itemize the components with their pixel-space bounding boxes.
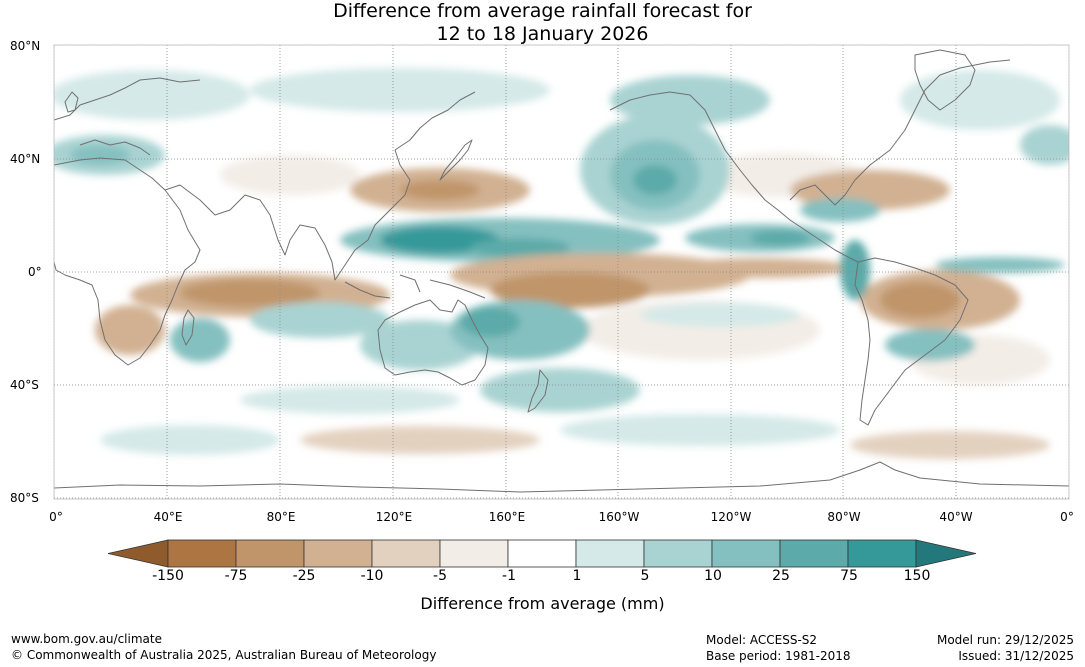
- madagascar-coast: [181, 309, 195, 346]
- north-america-coast: [689, 59, 1011, 263]
- colorbar-segment: [167, 539, 237, 568]
- lat-label-40n: 40°N: [10, 152, 41, 166]
- colorbar-tick-label: 1: [572, 568, 582, 584]
- colorbar-tick-label: 25: [772, 568, 790, 584]
- lat-label-equator: 0°: [28, 265, 42, 279]
- colorbar-segment: [371, 539, 441, 568]
- colorbar-tick-label: 10: [704, 568, 722, 584]
- colorbar-segment: [439, 539, 509, 568]
- colorbar-segment: [303, 539, 373, 568]
- colorbar-segment: [507, 539, 577, 568]
- anomaly-blobs: [54, 68, 1069, 459]
- colorbar-tick-label: -5: [433, 568, 447, 584]
- japan-coast: [439, 139, 473, 181]
- colorbar-tick-label: 150: [903, 568, 931, 584]
- new-zealand-coast: [527, 369, 549, 413]
- colorbar-segment: [711, 539, 781, 568]
- footer-model: Model: ACCESS-S2 Base period: 1981-2018: [706, 632, 851, 664]
- indonesia-coast: [344, 274, 486, 299]
- colorbar-tick-label: 5: [640, 568, 650, 584]
- model-name: Model: ACCESS-S2: [706, 633, 818, 647]
- greenland-coast: [914, 49, 976, 111]
- colorbar-segment: [643, 539, 713, 568]
- lat-label-80s: 80°S: [10, 491, 39, 505]
- uk-coast: [64, 91, 79, 113]
- map-title: Difference from average rainfall forecas…: [0, 0, 1085, 46]
- bom-url: www.bom.gov.au/climate: [11, 632, 162, 646]
- australia-coast: [377, 299, 489, 386]
- anomaly-field: [54, 45, 1069, 499]
- colorbar-segment: [235, 539, 305, 568]
- colorbar-tick-label: -1: [502, 568, 516, 584]
- africa-coast: [54, 157, 201, 366]
- east-asia-coast: [394, 91, 476, 151]
- south-asia-coast: [164, 149, 411, 281]
- lon-label-120w: 120°W: [710, 510, 752, 524]
- colorbar-tick-label: -10: [360, 568, 384, 584]
- colorbar-tick-label: -150: [152, 568, 184, 584]
- colorbar-extend-low: [107, 539, 169, 568]
- colorbar-tick-label: -25: [292, 568, 316, 584]
- lon-label-160w: 160°W: [598, 510, 640, 524]
- lon-label-40e: 40°E: [153, 510, 183, 524]
- colorbar-tick-label: -75: [224, 568, 248, 584]
- footer-dates: Model run: 29/12/2025 Issued: 31/12/2025: [937, 632, 1074, 664]
- lon-label-120e: 120°E: [375, 510, 413, 524]
- lon-label-160e: 160°E: [488, 510, 526, 524]
- colorbar-segment: [575, 539, 645, 568]
- colorbar-title: Difference from average (mm): [420, 594, 665, 613]
- lon-label-0: 0°: [49, 510, 63, 524]
- colorbar-segment: [779, 539, 849, 568]
- footer-left: www.bom.gov.au/climate © Commonwealth of…: [11, 631, 436, 663]
- antarctica-coast: [54, 461, 1069, 493]
- copyright: © Commonwealth of Australia 2025, Austra…: [11, 648, 437, 662]
- base-period: Base period: 1981-2018: [706, 649, 851, 663]
- lon-label-40w: 40°W: [939, 510, 973, 524]
- graticule: [54, 45, 1069, 499]
- lat-label-80n: 80°N: [10, 39, 41, 53]
- colorbar: [107, 539, 977, 568]
- lon-label-80w: 80°W: [827, 510, 861, 524]
- map-frame: [53, 44, 1070, 500]
- colorbar-segment: [847, 539, 917, 568]
- colorbar-extend-high: [915, 539, 977, 568]
- colorbar-tick-label: 75: [840, 568, 858, 584]
- south-america-coast: [854, 257, 969, 426]
- issued-date: Issued: 31/12/2025: [958, 649, 1074, 663]
- lon-label-0-east: 0°: [1060, 510, 1074, 524]
- title-line-1: Difference from average rainfall forecas…: [333, 0, 752, 22]
- lon-label-80e: 80°E: [266, 510, 296, 524]
- alaska-coast: [609, 91, 691, 111]
- coastlines: [54, 49, 1069, 493]
- title-line-2: 12 to 18 January 2026: [436, 23, 649, 45]
- lat-label-40s: 40°S: [10, 378, 39, 392]
- model-run: Model run: 29/12/2025: [936, 633, 1074, 647]
